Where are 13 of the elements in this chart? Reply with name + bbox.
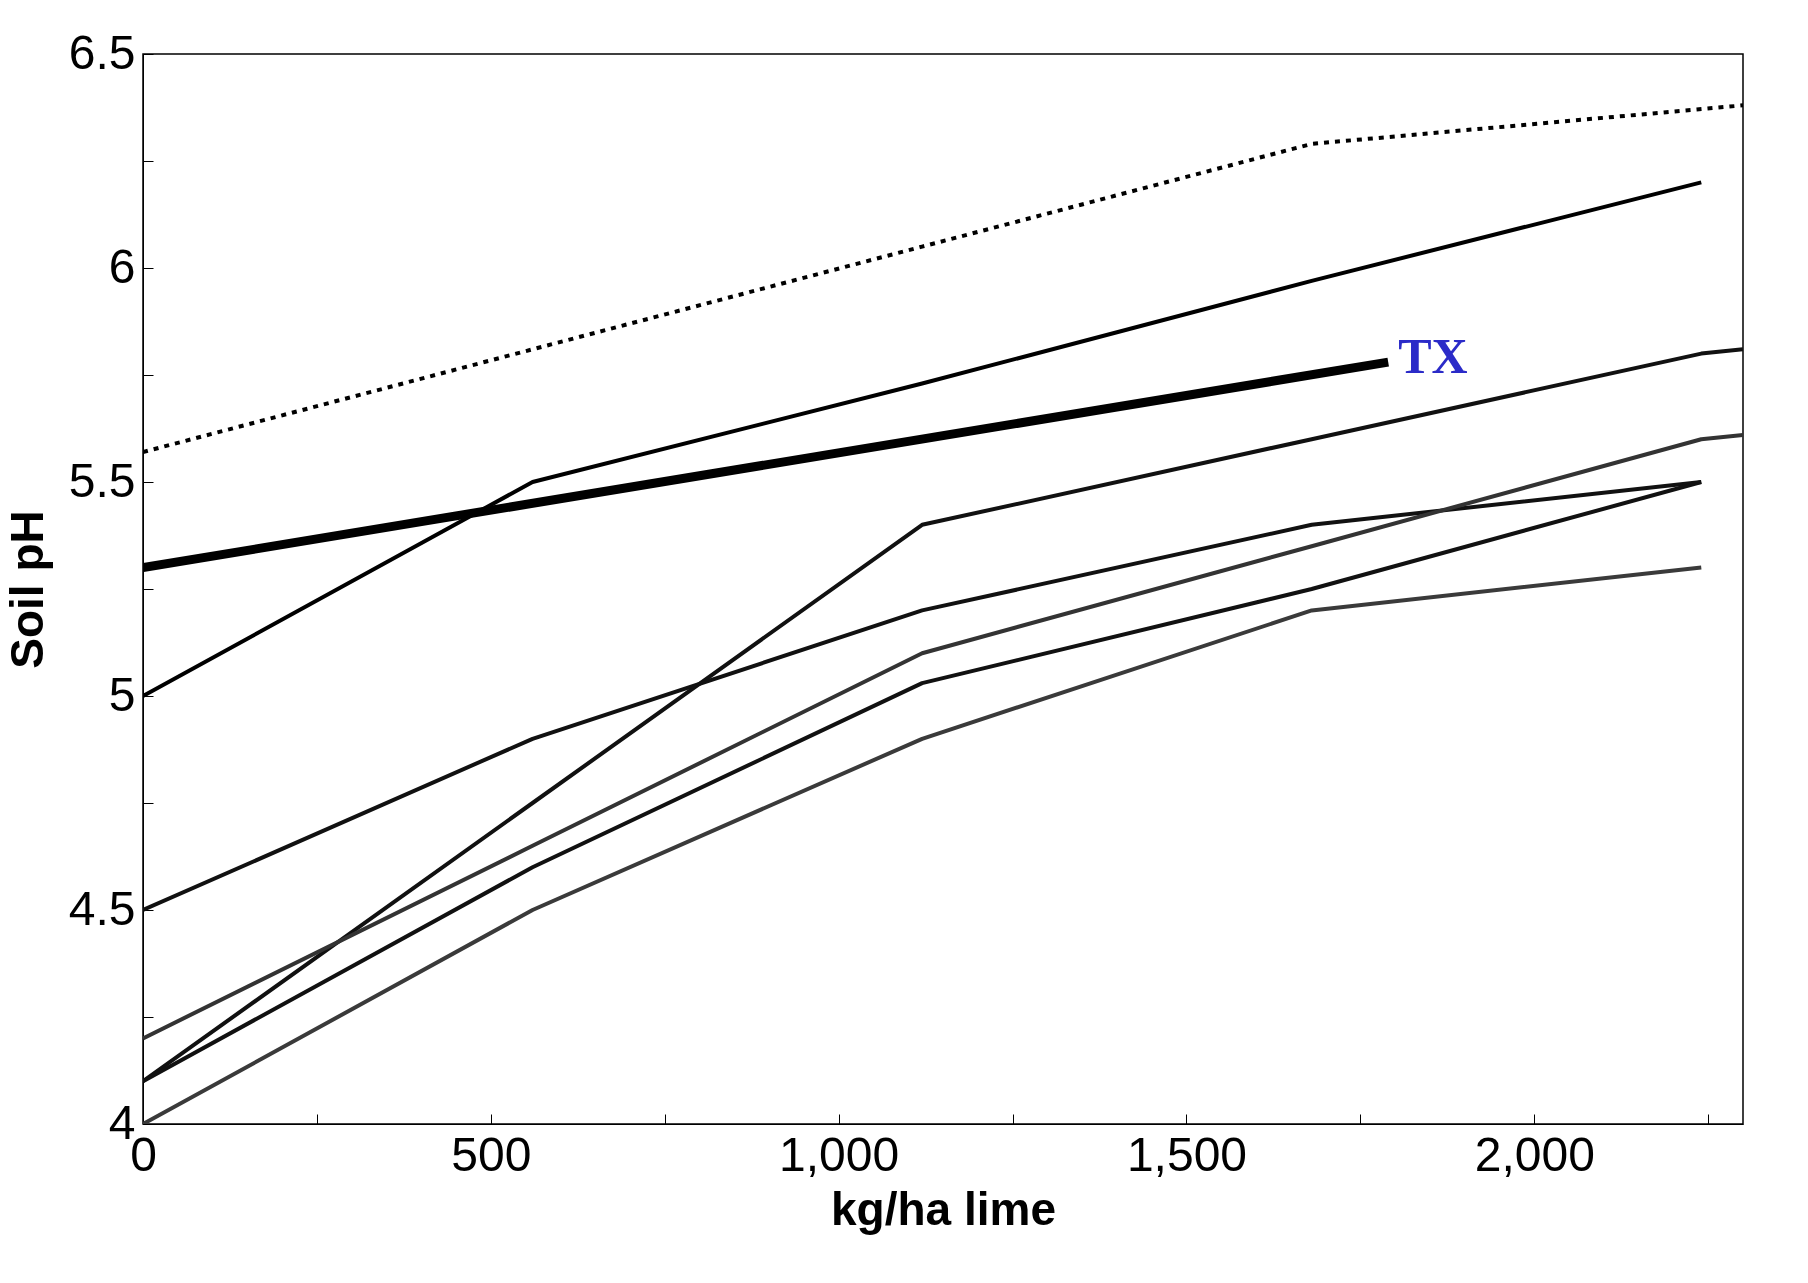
x-tick-label: 2,000: [1474, 1127, 1595, 1181]
x-tick-label: 1,500: [1126, 1127, 1248, 1181]
y-tick-label: 6.5: [68, 25, 136, 79]
y-tick-label: 5: [108, 667, 136, 721]
x-tick-label: 500: [451, 1127, 532, 1181]
line-series: [143, 565, 1704, 1124]
y-tick-label: 5.5: [68, 453, 136, 507]
x-axis-title: kg/ha lime: [831, 1182, 1056, 1235]
y-tick-label: 6: [108, 239, 136, 293]
y-axis-title: Soil pH: [0, 510, 53, 669]
x-tick-label: 1,000: [779, 1127, 900, 1181]
series-label: TX: [1398, 328, 1468, 385]
y-tick-label: 4.5: [68, 881, 136, 935]
